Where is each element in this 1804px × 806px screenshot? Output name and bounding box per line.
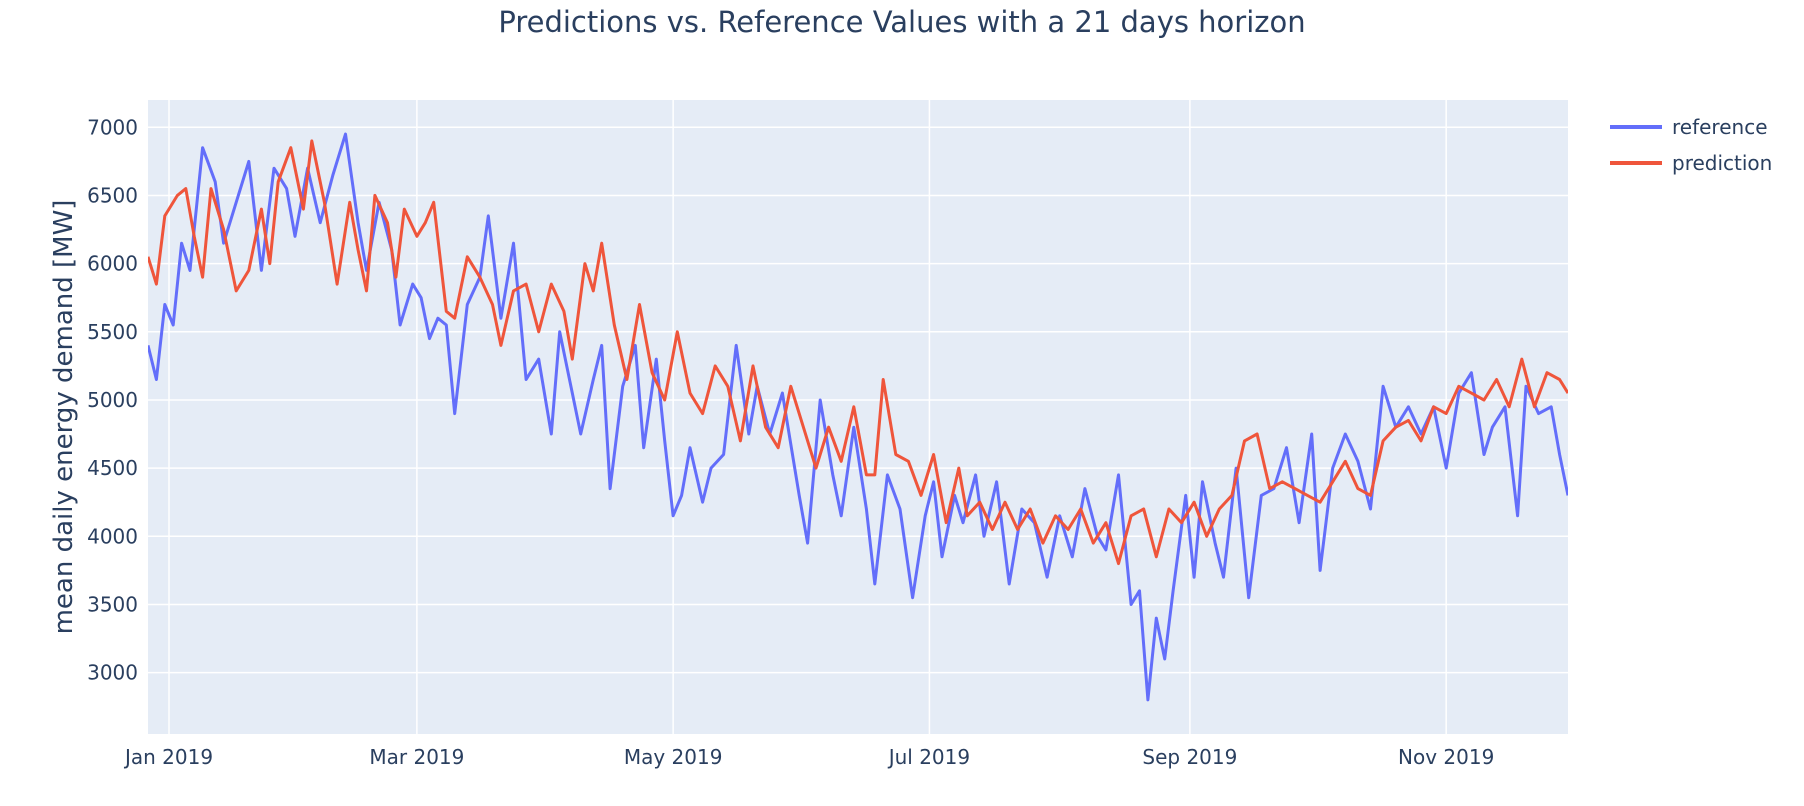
x-tick-label: May 2019 xyxy=(624,745,723,769)
y-tick-label: 6000 xyxy=(87,252,138,276)
y-tick-label: 4000 xyxy=(87,524,138,548)
y-tick-label: 3500 xyxy=(87,592,138,616)
y-tick-label: 3000 xyxy=(87,661,138,685)
legend-label: reference xyxy=(1672,115,1768,139)
x-tick-label: Nov 2019 xyxy=(1398,745,1494,769)
y-tick-label: 6500 xyxy=(87,183,138,207)
x-tick-label: Jul 2019 xyxy=(887,745,970,769)
chart-title: Predictions vs. Reference Values with a … xyxy=(498,5,1305,39)
x-tick-label: Mar 2019 xyxy=(369,745,464,769)
series-line-prediction xyxy=(148,139,1568,566)
y-tick-label: 5500 xyxy=(87,320,138,344)
y-axis-title: mean daily energy demand [MW] xyxy=(49,200,79,635)
plot-area xyxy=(148,100,1568,734)
legend-item-prediction[interactable]: prediction xyxy=(1610,151,1772,175)
y-tick-label: 7000 xyxy=(87,115,138,139)
y-tick-label: 5000 xyxy=(87,388,138,412)
series-line-reference xyxy=(148,132,1568,702)
x-tick-label: Sep 2019 xyxy=(1142,745,1237,769)
x-tick-label: Jan 2019 xyxy=(123,745,213,769)
plot-background xyxy=(148,100,1568,734)
y-axis-ticks: 3000 3500 4000 4500 5000 5500 6000 6500 7000 xyxy=(87,115,138,684)
series-layer xyxy=(148,132,1568,702)
legend[interactable]: reference prediction xyxy=(1610,115,1772,175)
x-axis-ticks: Jan 2019 Mar 2019 May 2019 Jul 2019 Sep 2019… xyxy=(123,745,1494,769)
legend-item-reference[interactable]: reference xyxy=(1610,115,1768,139)
legend-label: prediction xyxy=(1672,151,1772,175)
y-tick-label: 4500 xyxy=(87,456,138,480)
